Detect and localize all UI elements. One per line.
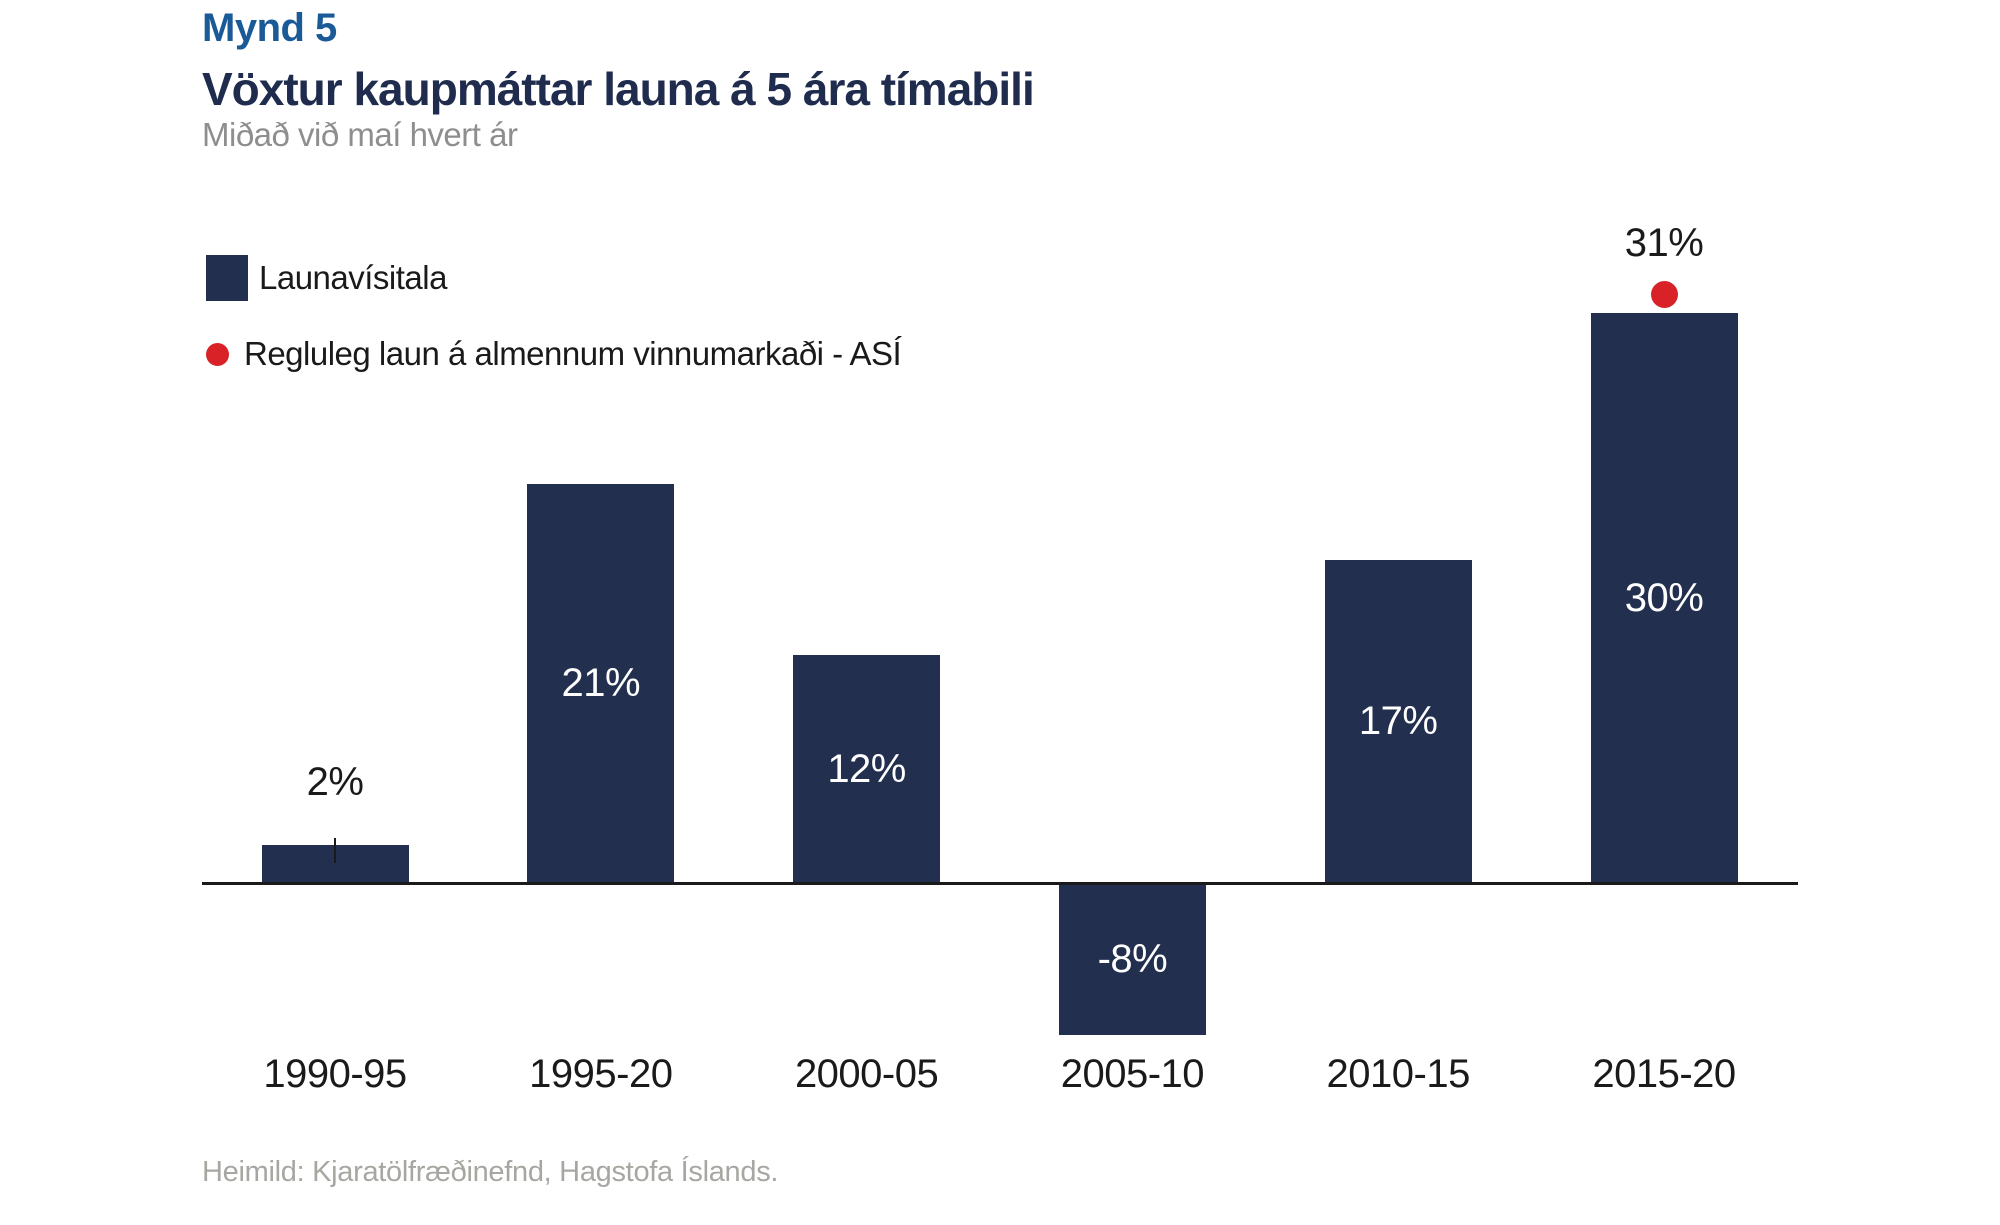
scatter-value-label: 31% <box>1624 220 1704 265</box>
bar-value-label: -8% <box>1097 936 1168 981</box>
x-axis-label-2015-20: 2015-20 <box>1592 1052 1736 1096</box>
chart-subtitle: Miðað við maí hvert ár <box>202 116 518 153</box>
x-axis-label-2010-15: 2010-15 <box>1326 1052 1471 1096</box>
figure-number: Mynd 5 <box>202 6 337 50</box>
bar-chart-plot-area: 2% 1990-95 21% 1995-20 12% 2000-05 -8% 2005-10 1… <box>202 0 1798 1125</box>
chart-title: Vöxtur kaupmáttar launa á 5 ára tímabili <box>202 63 1035 115</box>
bar-value-label: 30% <box>1624 575 1704 620</box>
bar-series-swatch-icon <box>206 255 248 301</box>
x-axis-label-1990-95: 1990-95 <box>263 1052 407 1096</box>
bar-value-label: 17% <box>1358 699 1438 743</box>
bar-2010-15: 17% <box>1324 560 1472 883</box>
legend-item-regluleg-laun: Regluleg laun á almennum vinnumarkaði - … <box>206 335 902 373</box>
x-axis-line <box>202 882 1798 885</box>
bar-value-label: 2% <box>306 760 364 804</box>
legend-item-launavisitala: Launavísitala <box>206 255 901 301</box>
dot-series-swatch-icon <box>206 342 229 366</box>
bar-2005-10: -8% <box>1058 883 1206 1035</box>
bar-2015-20: 30% <box>1590 313 1738 883</box>
bar-1995-20: 21% <box>527 484 675 883</box>
legend-label-launavisitala: Launavísitala <box>259 259 447 296</box>
label-leader-line <box>334 838 336 863</box>
bar-2000-05: 12% <box>793 655 941 883</box>
bar-value-label: 21% <box>561 661 641 705</box>
x-axis-label-2000-05: 2000-05 <box>794 1052 939 1096</box>
bar-value-label: 12% <box>827 746 906 791</box>
source-note: Heimild: Kjaratölfræðinefnd, Hagstofa Ís… <box>202 1156 779 1188</box>
x-axis-label-2005-10: 2005-10 <box>1060 1052 1205 1096</box>
legend-label-regluleg-laun: Regluleg laun á almennum vinnumarkaði - … <box>244 335 902 372</box>
scatter-dot-2015-20 <box>1650 280 1678 308</box>
legend: Launavísitala Regluleg laun á almennum v… <box>206 255 902 373</box>
x-axis-label-1995-20: 1995-20 <box>529 1052 673 1096</box>
